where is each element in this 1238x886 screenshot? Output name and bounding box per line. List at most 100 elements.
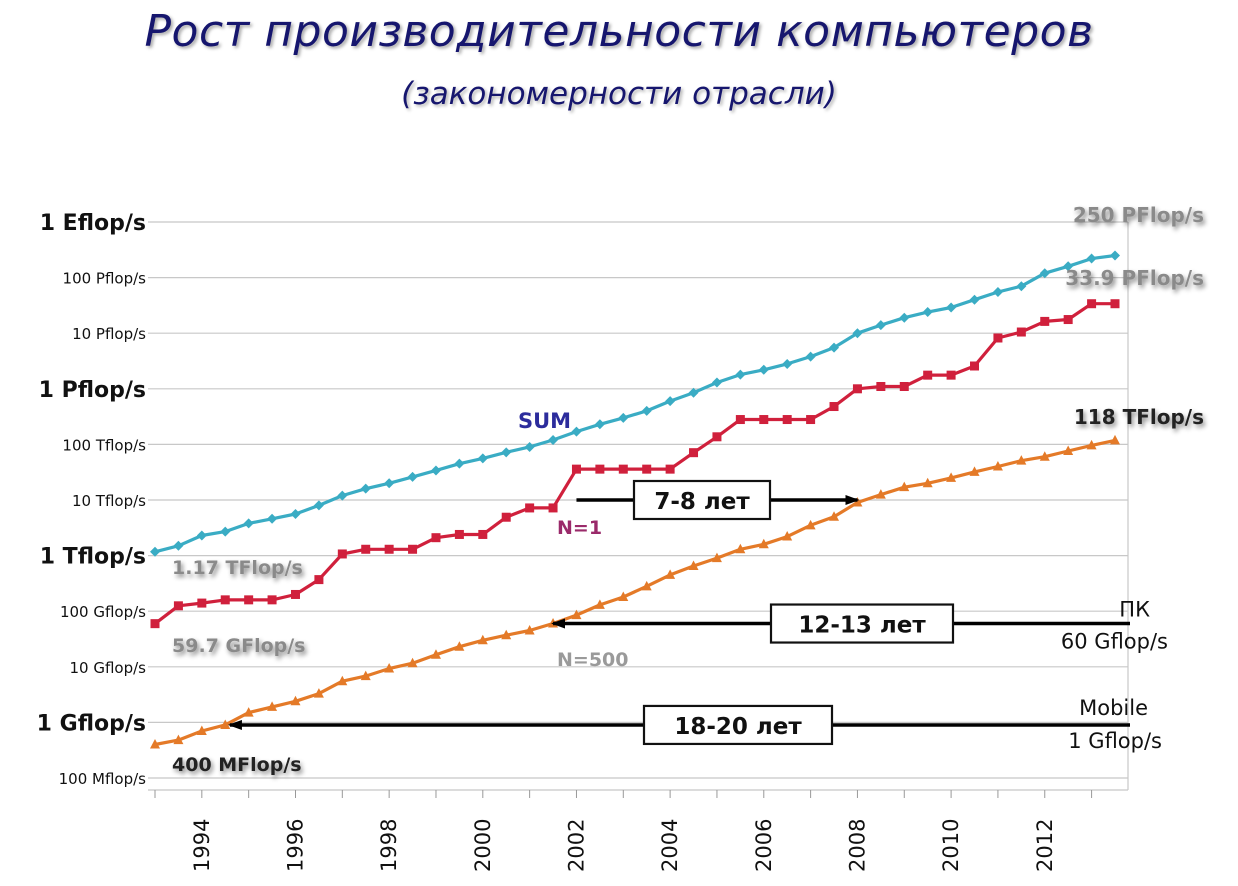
n1-data-point [923,370,933,380]
sum-data-point [969,294,980,305]
n1-data-point [829,402,839,412]
y-tick-label: 1 Gflop/s [37,711,146,736]
n1-data-point [431,533,441,543]
sum-data-point [501,447,512,458]
n500-data-point [1086,439,1097,450]
n1-data-point [267,595,277,605]
page-subtitle: (закономерности отрасли) [401,76,837,112]
sum-data-point [1039,268,1050,279]
arrow-layer: 7-8 лет 12-13 лет 18-20 лет [227,479,1130,746]
duration-box [632,479,772,521]
n500-data-point [173,734,184,745]
duration-label: 12-13 лет [798,613,926,639]
n500-data-point [501,629,512,640]
n1-series-label: N=1 [557,517,602,539]
n1-data-point [571,464,581,474]
sum-end-value: 250 PFlop/s [1073,203,1204,227]
n1-data-point [478,529,488,539]
n500-data-point [1039,451,1050,461]
n1-data-point [1063,315,1073,325]
n500-data-point [220,719,231,729]
sum-data-point [922,307,933,318]
sum-start-value: 1.17 TFlop/s [172,557,303,579]
n1-data-point [618,464,628,474]
n500-end-value: 118 TFlop/s [1074,405,1204,429]
n1-data-point [899,381,909,391]
n500-data-point [267,701,278,711]
n500-data-point [946,472,957,482]
sum-data-point [1110,250,1120,261]
n500-data-point [407,657,418,668]
n500-data-point [711,552,722,563]
n500-data-point [875,489,886,499]
n500-data-point [477,634,488,645]
sum-data-point [313,500,324,511]
n1-data-point [290,589,300,599]
n1-data-point [197,598,207,608]
duration-label: 18-20 лет [674,714,802,740]
n1-data-point [150,619,160,629]
sum-data-point [524,441,535,452]
n1-data-point [689,448,699,458]
n500-data-point [290,695,301,706]
n1-data-point [595,464,605,474]
sum-data-point [173,540,184,551]
x-tick-label: 2002 [564,819,588,872]
sum-data-point [711,377,722,388]
n500-data-point [594,599,605,609]
x-tick-label: 2008 [845,819,869,872]
sum-data-point [1086,253,1097,264]
n1-data-point [314,575,324,585]
sum-data-point [477,453,488,464]
duration-box [769,603,955,644]
n1-data-point [220,595,230,605]
sum-data-point [384,478,395,489]
n1-data-point [1016,327,1026,337]
x-axis: 1994 1996 1998 2000 2002 2004 2006 2008 2010 2012 [154,790,1093,872]
mobile-label: Mobile [1079,696,1148,720]
sum-data-point [454,458,465,469]
n1-data-point [876,381,886,391]
x-tick-label: 2004 [658,819,682,872]
sum-data-point [899,312,910,323]
n500-data-point [758,538,769,549]
n500-data-point [829,511,840,521]
sum-data-point [641,405,652,416]
x-tick-label: 1994 [190,819,214,872]
y-tick-label: 10 Tflop/s [72,492,146,510]
y-axis: 1 Eflop/s 100 Pflop/s 10 Pflop/s 1 Pflop/s 1… [37,211,147,788]
n500-data-point [782,531,793,541]
n500-data-point [665,569,676,579]
n1-data-point [735,415,745,425]
n1-data-point [759,415,769,425]
n1-data-point [173,601,183,611]
sum-data-point [805,351,816,362]
sum-data-point [688,387,699,398]
n1-data-point [525,503,535,513]
n500-start-value: 400 MFlop/s [172,754,302,776]
n1-data-point [993,333,1003,343]
n1-data-point [712,432,722,442]
n500-data-point [571,609,582,620]
y-tick-label: 1 Tflop/s [40,545,146,570]
n500-data-point [618,591,629,602]
annotation-layer: ПК 60 Gflop/s Mobile 1 Gflop/s SUM N=1 N=500 1.… [172,203,1204,776]
n1-data-point [852,384,862,394]
n1-data-point [501,512,511,522]
sum-data-point [1063,261,1074,272]
n500-data-point [969,466,980,476]
n1-data-point [454,529,464,539]
n500-data-point [735,543,746,554]
n500-data-point [243,707,254,717]
sum-data-point [430,465,441,476]
n500-data-point [805,519,816,530]
x-tick-label: 1998 [377,819,401,872]
sum-data-point [150,546,160,557]
sum-data-point [992,287,1003,298]
sum-data-point [220,526,231,537]
series-layer [150,250,1120,749]
n1-data-point [665,464,675,474]
y-tick-label: 100 Tflop/s [62,436,146,454]
y-tick-label: 1 Pflop/s [39,378,146,403]
